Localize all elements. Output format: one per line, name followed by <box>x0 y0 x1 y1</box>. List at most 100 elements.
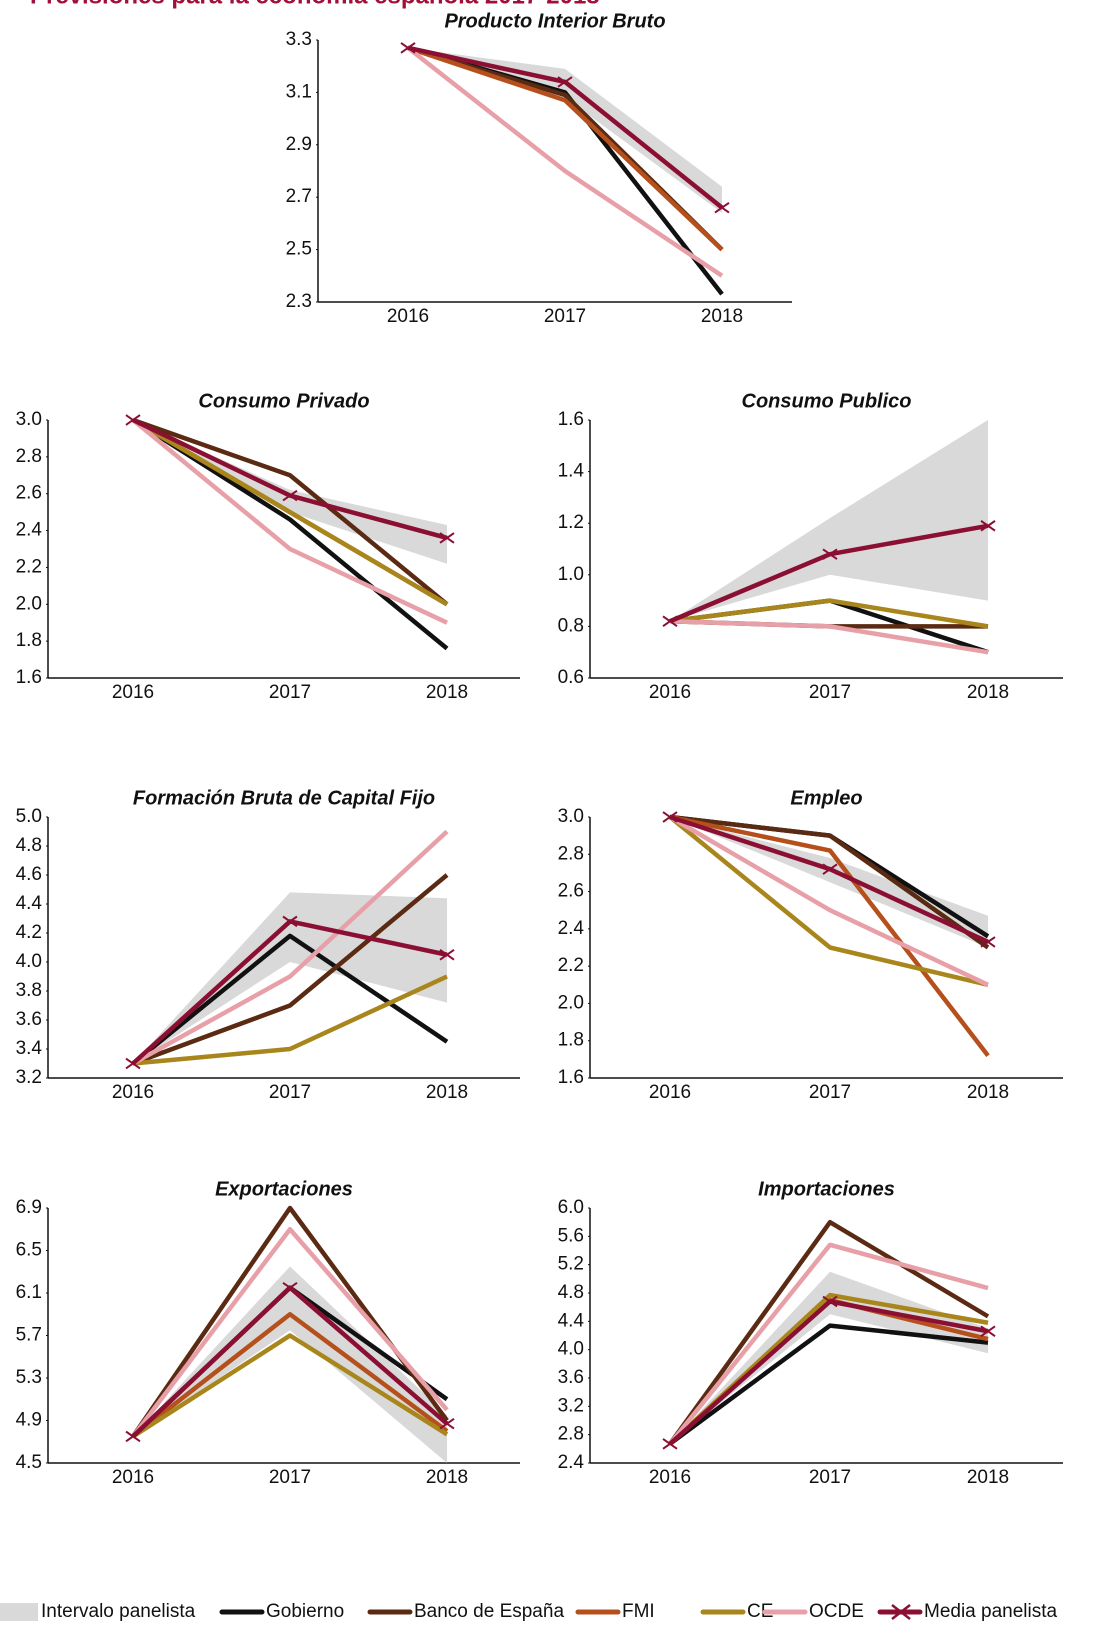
series-marker <box>282 915 298 928</box>
legend-swatch <box>0 1603 38 1621</box>
y-tick-label: 5.3 <box>16 1367 42 1388</box>
marker-stroke <box>282 489 298 502</box>
y-tick-label: 2.3 <box>286 291 312 312</box>
y-tick-label: 6.9 <box>16 1197 42 1218</box>
y-tick-label: 3.3 <box>286 29 312 50</box>
series-marker <box>439 532 455 544</box>
y-tick-label: 1.8 <box>558 1030 584 1051</box>
series-marker <box>822 548 838 560</box>
y-tick-label: 3.2 <box>16 1067 42 1088</box>
y-tick-label: 4.8 <box>558 1282 584 1303</box>
legend-label: Gobierno <box>266 1601 344 1622</box>
series-line <box>669 814 990 950</box>
series-marker <box>980 1325 996 1337</box>
y-tick-label: 1.6 <box>558 409 584 430</box>
y-tick-label: 5.2 <box>558 1254 584 1275</box>
series-line <box>406 46 724 278</box>
x-tick-label: 2017 <box>809 682 851 703</box>
marker-stroke <box>400 42 416 54</box>
series-line <box>131 1227 449 1438</box>
series-marker <box>125 1057 141 1070</box>
y-tick-label: 2.8 <box>16 446 42 467</box>
y-tick-label: 6.0 <box>558 1197 584 1218</box>
series-line <box>668 815 989 987</box>
y-tick-label: 5.6 <box>558 1225 584 1246</box>
x-tick-label: 2016 <box>649 1467 691 1488</box>
x-tick-label: 2018 <box>426 1082 468 1103</box>
y-tick-label: 3.4 <box>16 1038 43 1059</box>
series-line <box>131 1333 449 1439</box>
y-tick-label: 2.8 <box>558 1424 584 1445</box>
series-line <box>131 418 449 607</box>
x-tick-label: 2018 <box>701 306 743 327</box>
x-tick-label: 2018 <box>426 1467 468 1488</box>
y-tick-label: 4.0 <box>558 1339 584 1360</box>
marker-stroke <box>439 1417 455 1430</box>
series-marker <box>125 414 141 426</box>
chart-title: Exportaciones <box>215 1178 353 1200</box>
y-tick-label: 3.0 <box>16 409 42 430</box>
y-tick-label: 2.9 <box>286 134 312 155</box>
chart-title: Consumo Privado <box>198 390 369 412</box>
series-marker <box>980 936 996 948</box>
marker-stroke <box>822 863 838 875</box>
y-tick-label: 4.0 <box>16 951 42 972</box>
x-tick-label: 2018 <box>426 682 468 703</box>
y-tick-label: 1.0 <box>558 564 584 585</box>
y-tick-label: 4.9 <box>16 1410 42 1431</box>
marker-stroke <box>125 1430 141 1443</box>
marker-stroke <box>662 1438 678 1450</box>
series-marker <box>400 42 416 54</box>
series-line <box>668 1219 990 1446</box>
y-tick-label: 2.0 <box>558 992 584 1013</box>
x-tick-label: 2016 <box>112 682 154 703</box>
y-tick-label: 6.1 <box>16 1282 42 1303</box>
y-tick-label: 3.6 <box>558 1367 584 1388</box>
marker-stroke <box>714 201 730 214</box>
legend-label: FMI <box>622 1601 655 1622</box>
chart-title: Empleo <box>790 787 862 809</box>
series-line <box>668 815 989 987</box>
series-marker <box>980 520 996 532</box>
x-tick-label: 2017 <box>809 1082 851 1103</box>
legend-label: Banco de España <box>414 1601 564 1622</box>
marker-stroke <box>125 1057 141 1070</box>
chart-title: Importaciones <box>758 1178 895 1200</box>
marker-stroke <box>662 615 678 627</box>
y-tick-label: 3.8 <box>16 980 42 1001</box>
x-tick-label: 2016 <box>112 1082 154 1103</box>
y-tick-label: 1.6 <box>558 1067 584 1088</box>
legend-label: Intervalo panelista <box>41 1601 196 1622</box>
y-tick-label: 4.6 <box>16 864 42 885</box>
legend-label: OCDE <box>809 1601 864 1622</box>
y-tick-label: 3.0 <box>558 806 584 827</box>
chart-title: Consumo Publico <box>742 390 912 412</box>
x-tick-label: 2017 <box>269 1082 311 1103</box>
marker-stroke <box>980 936 996 948</box>
y-tick-label: 2.6 <box>558 881 584 902</box>
marker-stroke <box>282 915 298 928</box>
series-line <box>669 814 990 1058</box>
marker-stroke <box>439 949 455 961</box>
x-tick-label: 2016 <box>112 1467 154 1488</box>
series-marker <box>439 949 455 961</box>
range-band <box>133 892 447 1064</box>
series-line <box>407 45 724 252</box>
series-marker <box>822 863 838 875</box>
y-tick-label: 2.6 <box>16 483 42 504</box>
y-tick-label: 2.2 <box>558 955 584 976</box>
y-tick-label: 2.5 <box>286 239 312 260</box>
marker-stroke <box>980 1325 996 1337</box>
series-marker <box>557 76 573 88</box>
x-tick-label: 2018 <box>967 682 1009 703</box>
y-tick-label: 4.5 <box>16 1452 42 1473</box>
series-marker <box>662 615 678 627</box>
series-line <box>131 418 448 625</box>
series-marker <box>662 1438 678 1450</box>
y-tick-label: 1.2 <box>558 512 584 533</box>
series-marker <box>282 1281 298 1294</box>
x-tick-label: 2017 <box>269 1467 311 1488</box>
x-tick-label: 2018 <box>967 1082 1009 1103</box>
y-tick-label: 2.2 <box>16 556 42 577</box>
x-tick-label: 2017 <box>809 1467 851 1488</box>
